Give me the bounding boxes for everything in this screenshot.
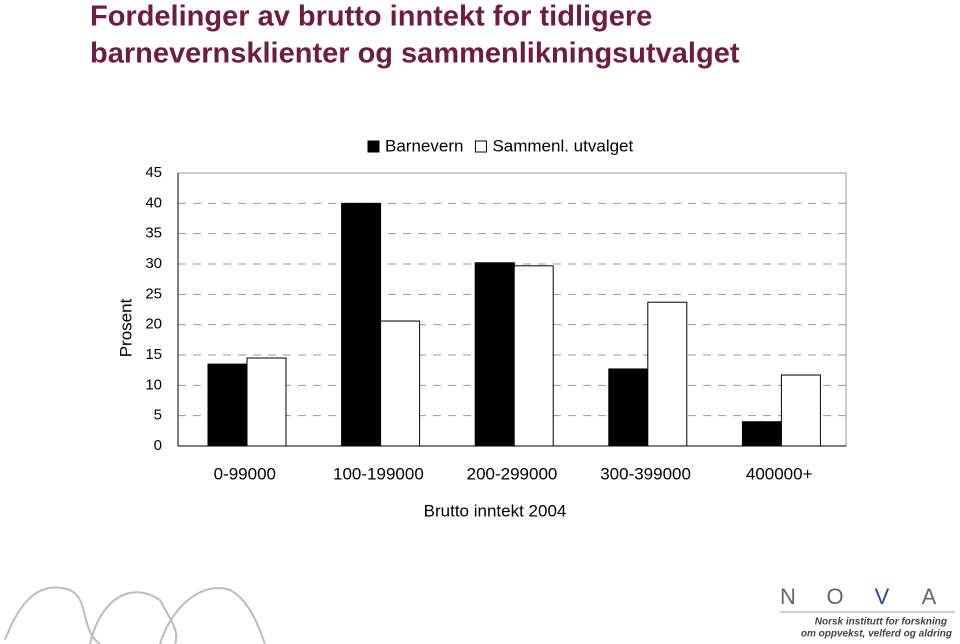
x-tick-label: 300-399000 [600, 464, 691, 483]
bar [513, 265, 554, 447]
y-tick-label: 20 [145, 316, 162, 333]
x-tick-label: 100-199000 [333, 464, 424, 483]
tagline: om oppvekst, velferd og aldring [801, 629, 952, 640]
legend-label: Sammenl. utvalget [492, 136, 633, 155]
y-tick-label: 5 [154, 407, 162, 424]
y-tick-label: 30 [145, 255, 162, 272]
tagline: Norsk institutt for forskning [815, 617, 947, 628]
bar [246, 357, 287, 447]
bar [741, 421, 782, 447]
logo-letter: V [875, 584, 890, 609]
bar [380, 320, 421, 447]
bar [608, 368, 649, 447]
y-tick-label: 45 [145, 164, 162, 181]
bar [647, 301, 688, 447]
y-tick-label: 15 [145, 346, 162, 363]
x-tick-label: 200-299000 [467, 464, 558, 483]
y-tick-label: 35 [145, 225, 162, 242]
legend-swatch [474, 140, 487, 153]
title-line: barnevernsklienter og sammenlikningsutva… [90, 38, 740, 70]
y-tick-label: 40 [145, 194, 162, 211]
y-tick-label: 10 [145, 376, 162, 393]
bar [780, 374, 821, 447]
legend-label: Barnevern [385, 136, 463, 155]
y-tick-label: 25 [145, 285, 162, 302]
x-axis-label: Brutto inntekt 2004 [424, 501, 567, 520]
title-line: Fordelinger av brutto inntekt for tidlig… [90, 1, 652, 33]
decoration [4, 586, 266, 644]
legend-swatch [367, 140, 380, 153]
logo-letter: N [780, 584, 796, 609]
logo-letter: O [826, 584, 843, 609]
bar [341, 202, 382, 447]
logo-letter: A [922, 584, 937, 609]
x-tick-label: 0-99000 [214, 464, 276, 483]
bar [207, 363, 248, 447]
x-tick-label: 400000+ [746, 464, 813, 483]
bar [474, 262, 515, 447]
y-tick-label: 0 [154, 437, 162, 454]
y-axis-label: Prosent [116, 298, 135, 357]
